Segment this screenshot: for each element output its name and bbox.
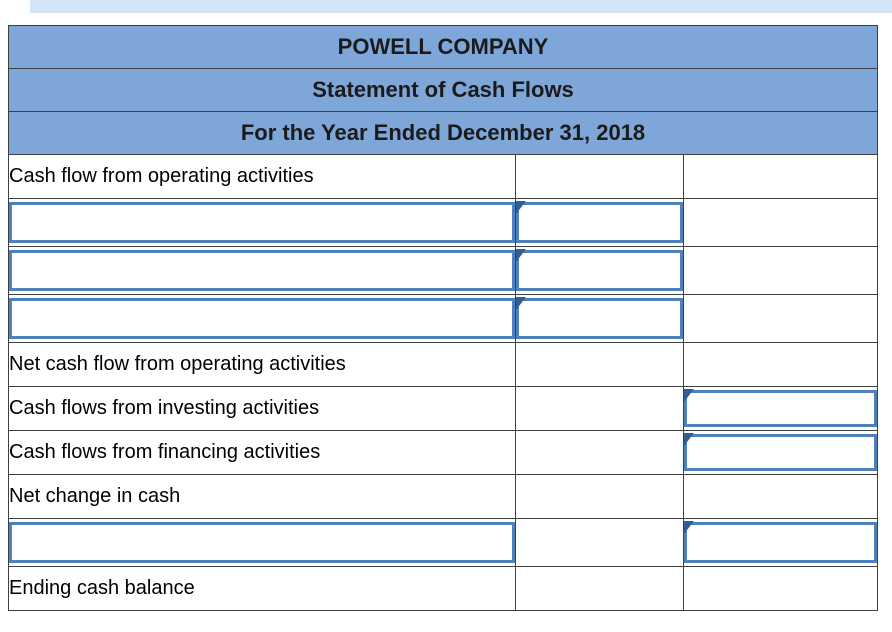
dropdown-marker-icon <box>516 201 526 214</box>
description-dropdown-input[interactable] <box>9 202 515 243</box>
empty-amount-cell <box>515 474 684 519</box>
statement-name-title: Statement of Cash Flows <box>8 68 878 112</box>
table-row: Cash flows from financing activities <box>8 430 878 475</box>
dropdown-marker-icon <box>684 389 694 402</box>
table-row: Net change in cash <box>8 474 878 519</box>
empty-amount-cell <box>683 294 878 343</box>
dropdown-marker-icon <box>516 249 526 262</box>
amount-input[interactable] <box>516 297 683 339</box>
row-label-net-operating: Net cash flow from operating activities <box>8 342 516 387</box>
amount-input-cell <box>515 198 684 247</box>
description-input-cell <box>8 294 516 343</box>
table-row: Cash flow from operating activities <box>8 154 878 199</box>
description-dropdown-input[interactable] <box>9 250 515 291</box>
empty-amount-cell <box>515 154 684 199</box>
empty-amount-cell <box>515 566 684 611</box>
empty-amount-cell <box>683 474 878 519</box>
description-input-cell <box>8 198 516 247</box>
description-dropdown-input[interactable] <box>9 298 515 339</box>
empty-amount-cell <box>683 154 878 199</box>
amount-input-cell <box>683 518 878 567</box>
amount-input-cell <box>515 246 684 295</box>
table-row: Ending cash balance <box>8 566 878 611</box>
total-amount-cell <box>683 566 878 611</box>
amount-input[interactable] <box>684 521 877 563</box>
empty-amount-cell <box>515 342 684 387</box>
table-row <box>8 518 878 567</box>
dropdown-marker-icon <box>516 297 526 310</box>
row-label-financing-activities: Cash flows from financing activities <box>8 430 516 475</box>
empty-amount-cell <box>515 386 684 431</box>
amount-input-cell <box>515 294 684 343</box>
cash-flow-statement-table: POWELL COMPANY Statement of Cash Flows F… <box>8 25 878 611</box>
table-row: Cash flows from investing activities <box>8 386 878 431</box>
amount-input[interactable] <box>684 389 877 427</box>
amount-input-cell <box>683 430 878 475</box>
description-input-cell <box>8 246 516 295</box>
row-label-net-change-in-cash: Net change in cash <box>8 474 516 519</box>
empty-amount-cell <box>515 430 684 475</box>
dropdown-marker-icon <box>684 521 694 534</box>
statement-company-title: POWELL COMPANY <box>8 25 878 69</box>
table-row: Net cash flow from operating activities <box>8 342 878 387</box>
amount-input[interactable] <box>516 249 683 291</box>
empty-amount-cell <box>683 198 878 247</box>
empty-amount-cell <box>683 246 878 295</box>
description-dropdown-input[interactable] <box>9 522 515 563</box>
statement-period-title: For the Year Ended December 31, 2018 <box>8 111 878 155</box>
table-row <box>8 294 878 343</box>
empty-amount-cell <box>515 518 684 567</box>
dropdown-marker-icon <box>684 433 694 446</box>
amount-input[interactable] <box>684 433 877 471</box>
table-row <box>8 246 878 295</box>
row-label-investing-activities: Cash flows from investing activities <box>8 386 516 431</box>
empty-amount-cell <box>683 342 878 387</box>
description-input-cell <box>8 518 516 567</box>
amount-input[interactable] <box>516 201 683 243</box>
table-row <box>8 198 878 247</box>
row-label-ending-cash-balance: Ending cash balance <box>8 566 516 611</box>
amount-input-cell <box>683 386 878 431</box>
page-top-strip <box>30 0 892 13</box>
row-label-operating-activities: Cash flow from operating activities <box>8 154 516 199</box>
